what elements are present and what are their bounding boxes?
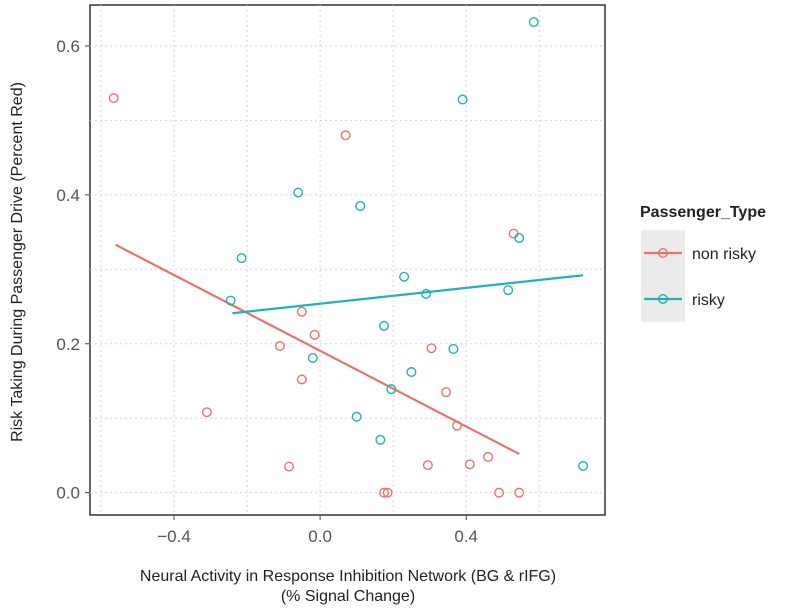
data-point-risky bbox=[225, 295, 236, 306]
data-point-risky bbox=[379, 320, 390, 331]
data-point-non-risky bbox=[284, 461, 295, 472]
data-point-risky bbox=[421, 288, 432, 299]
data-point-non-risky bbox=[483, 451, 494, 462]
data-point-non-risky bbox=[426, 343, 437, 354]
plot-panel bbox=[89, 4, 606, 516]
data-point-risky bbox=[448, 343, 459, 354]
data-point-risky bbox=[355, 201, 366, 212]
data-point-non-risky bbox=[108, 93, 119, 104]
legend-key-background bbox=[641, 230, 685, 322]
x-axis-title: Neural Activity in Response Inhibition N… bbox=[140, 568, 556, 585]
x-axis: −0.4 0.0 0.4 bbox=[157, 515, 478, 546]
data-point-non-risky bbox=[441, 387, 452, 398]
data-point-risky bbox=[236, 253, 247, 264]
trend-line-risky bbox=[232, 274, 584, 315]
y-tick-label: 0.6 bbox=[56, 37, 80, 56]
y-tick-label: 0.0 bbox=[56, 484, 80, 503]
grid-lines bbox=[90, 5, 605, 515]
legend-label: non risky bbox=[692, 246, 756, 263]
data-point-non-risky bbox=[464, 459, 475, 470]
data-point-risky bbox=[514, 233, 525, 244]
data-point-risky bbox=[307, 352, 318, 363]
y-tick-label: 0.4 bbox=[56, 186, 80, 205]
y-tick-label: 0.2 bbox=[56, 335, 80, 354]
data-points bbox=[108, 17, 589, 498]
x-tick-label: 0.0 bbox=[308, 527, 332, 546]
data-point-non-risky bbox=[296, 374, 307, 385]
data-point-risky bbox=[406, 367, 417, 378]
y-axis-title: Risk Taking During Passenger Drive (Perc… bbox=[9, 82, 26, 442]
x-axis-subtitle: (% Signal Change) bbox=[281, 588, 415, 605]
data-point-non-risky bbox=[382, 487, 393, 498]
data-point-non-risky bbox=[494, 487, 505, 498]
data-point-non-risky bbox=[452, 420, 463, 431]
data-point-non-risky bbox=[379, 487, 390, 498]
data-point-non-risky bbox=[296, 306, 307, 317]
data-point-non-risky bbox=[340, 130, 351, 141]
data-point-non-risky bbox=[201, 407, 212, 418]
x-tick-label: −0.4 bbox=[157, 527, 191, 546]
y-axis: 0.0 0.2 0.4 0.6 bbox=[56, 37, 90, 503]
legend-title: Passenger_Type bbox=[640, 204, 766, 221]
data-point-risky bbox=[293, 187, 304, 198]
legend-label: risky bbox=[692, 292, 725, 309]
data-point-non-risky bbox=[274, 340, 285, 351]
legend: Passenger_Type non risky risky bbox=[640, 204, 766, 322]
x-tick-label: 0.4 bbox=[454, 527, 478, 546]
legend-key-point bbox=[658, 294, 669, 305]
data-point-non-risky bbox=[309, 329, 320, 340]
legend-key-point bbox=[658, 247, 669, 258]
data-point-risky bbox=[457, 94, 468, 105]
data-point-risky bbox=[386, 384, 397, 395]
data-point-non-risky bbox=[514, 487, 525, 498]
data-point-risky bbox=[351, 411, 362, 422]
data-point-risky bbox=[375, 434, 386, 445]
data-point-risky bbox=[578, 460, 589, 471]
data-point-risky bbox=[528, 17, 539, 28]
data-point-risky bbox=[503, 285, 514, 296]
data-point-non-risky bbox=[422, 460, 433, 471]
data-point-risky bbox=[399, 271, 410, 282]
trend-line-non-risky bbox=[115, 243, 520, 455]
trend-lines bbox=[115, 243, 584, 455]
